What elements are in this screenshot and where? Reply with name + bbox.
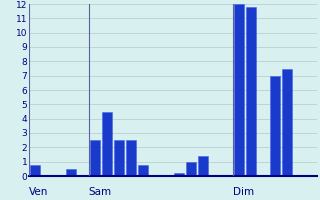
Bar	[30, 165, 40, 176]
Bar	[66, 169, 76, 176]
Bar	[246, 7, 256, 176]
Bar	[114, 140, 124, 176]
Bar	[102, 112, 112, 176]
Bar	[138, 165, 148, 176]
Bar	[234, 4, 244, 176]
Bar	[198, 156, 208, 176]
Text: Sam: Sam	[89, 187, 112, 197]
Bar	[174, 173, 184, 176]
Text: Dim: Dim	[233, 187, 254, 197]
Bar	[90, 140, 100, 176]
Bar	[126, 140, 136, 176]
Bar	[282, 68, 292, 176]
Bar	[186, 162, 196, 176]
Bar	[270, 76, 280, 176]
Text: Ven: Ven	[29, 187, 48, 197]
